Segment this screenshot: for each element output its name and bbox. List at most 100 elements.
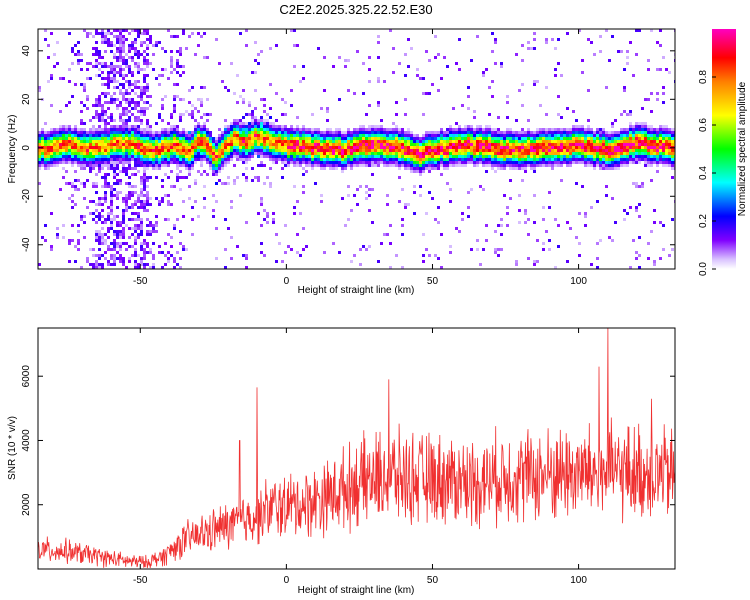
heatmap-cell <box>494 230 497 233</box>
heatmap-cell <box>83 86 86 89</box>
heatmap-cell <box>599 155 602 158</box>
heatmap-cell <box>566 128 569 131</box>
heatmap-cell <box>602 146 605 149</box>
heatmap-cell <box>599 152 602 155</box>
heatmap-cell <box>602 140 605 143</box>
heatmap-cell <box>425 158 428 161</box>
heatmap-cell <box>578 29 581 32</box>
heatmap-cell <box>455 131 458 134</box>
heatmap-cell <box>218 137 221 140</box>
heatmap-cell <box>515 152 518 155</box>
heatmap-cell <box>137 62 140 65</box>
heatmap-cell <box>95 53 98 56</box>
heatmap-cell <box>401 233 404 236</box>
heatmap-cell <box>44 149 47 152</box>
heatmap-cell <box>551 155 554 158</box>
heatmap-cell <box>59 110 62 113</box>
heatmap-cell <box>107 167 110 170</box>
heatmap-cell <box>239 32 242 35</box>
heatmap-cell <box>491 152 494 155</box>
heatmap-cell <box>431 155 434 158</box>
heatmap-cell <box>134 218 137 221</box>
heatmap-cell <box>341 143 344 146</box>
heatmap-cell <box>323 167 326 170</box>
heatmap-cell <box>116 152 119 155</box>
heatmap-cell <box>254 146 257 149</box>
heatmap-cell <box>566 134 569 137</box>
heatmap-cell <box>236 128 239 131</box>
heatmap-cell <box>572 149 575 152</box>
heatmap-cell <box>341 164 344 167</box>
heatmap-cell <box>83 236 86 239</box>
heatmap-cell <box>545 161 548 164</box>
heatmap-cell <box>239 119 242 122</box>
heatmap-cell <box>272 128 275 131</box>
heatmap-cell <box>134 80 137 83</box>
heatmap-cell <box>653 146 656 149</box>
heatmap-cell <box>152 137 155 140</box>
heatmap-cell <box>251 143 254 146</box>
heatmap-cell <box>158 137 161 140</box>
heatmap-cell <box>587 89 590 92</box>
heatmap-cell <box>446 161 449 164</box>
heatmap-cell <box>602 128 605 131</box>
heatmap-cell <box>554 158 557 161</box>
heatmap-cell <box>170 128 173 131</box>
heatmap-cell <box>662 155 665 158</box>
heatmap-cell <box>176 131 179 134</box>
heatmap-cell <box>578 131 581 134</box>
heatmap-cell <box>320 194 323 197</box>
heatmap-cell <box>239 125 242 128</box>
heatmap-cell <box>548 161 551 164</box>
heatmap-cell <box>452 107 455 110</box>
heatmap-cell <box>188 155 191 158</box>
heatmap-cell <box>56 134 59 137</box>
heatmap-cell <box>59 134 62 137</box>
heatmap-cell <box>44 155 47 158</box>
heatmap-cell <box>92 185 95 188</box>
heatmap-cell <box>314 161 317 164</box>
heatmap-cell <box>119 125 122 128</box>
heatmap-cell <box>425 140 428 143</box>
heatmap-cell <box>587 155 590 158</box>
heatmap-cell <box>107 38 110 41</box>
heatmap-cell <box>374 140 377 143</box>
heatmap-cell <box>572 131 575 134</box>
heatmap-cell <box>119 35 122 38</box>
heatmap-cell <box>407 167 410 170</box>
heatmap-cell <box>644 128 647 131</box>
heatmap-cell <box>116 215 119 218</box>
heatmap-cell <box>110 185 113 188</box>
heatmap-cell <box>173 134 176 137</box>
heatmap-cell <box>59 77 62 80</box>
heatmap-cell <box>269 140 272 143</box>
heatmap-cell <box>308 155 311 158</box>
heatmap-cell <box>587 134 590 137</box>
heatmap-cell <box>437 167 440 170</box>
heatmap-cell <box>389 164 392 167</box>
heatmap-cell <box>545 158 548 161</box>
heatmap-cell <box>500 167 503 170</box>
heatmap-cell <box>53 134 56 137</box>
heatmap-cell <box>425 155 428 158</box>
heatmap-cell <box>110 212 113 215</box>
heatmap-cell <box>497 143 500 146</box>
heatmap-cell <box>248 137 251 140</box>
heatmap-cell <box>257 131 260 134</box>
heatmap-cell <box>413 212 416 215</box>
heatmap-cell <box>110 140 113 143</box>
heatmap-cell <box>413 161 416 164</box>
heatmap-cell <box>212 194 215 197</box>
heatmap-cell <box>68 146 71 149</box>
heatmap-cell <box>179 140 182 143</box>
heatmap-cell <box>563 128 566 131</box>
heatmap-cell <box>182 32 185 35</box>
heatmap-cell <box>623 86 626 89</box>
heatmap-cell <box>92 134 95 137</box>
heatmap-cell <box>104 218 107 221</box>
heatmap-cell <box>170 50 173 53</box>
heatmap-cell <box>152 146 155 149</box>
heatmap-cell <box>428 137 431 140</box>
heatmap-cell <box>431 161 434 164</box>
heatmap-cell <box>572 128 575 131</box>
